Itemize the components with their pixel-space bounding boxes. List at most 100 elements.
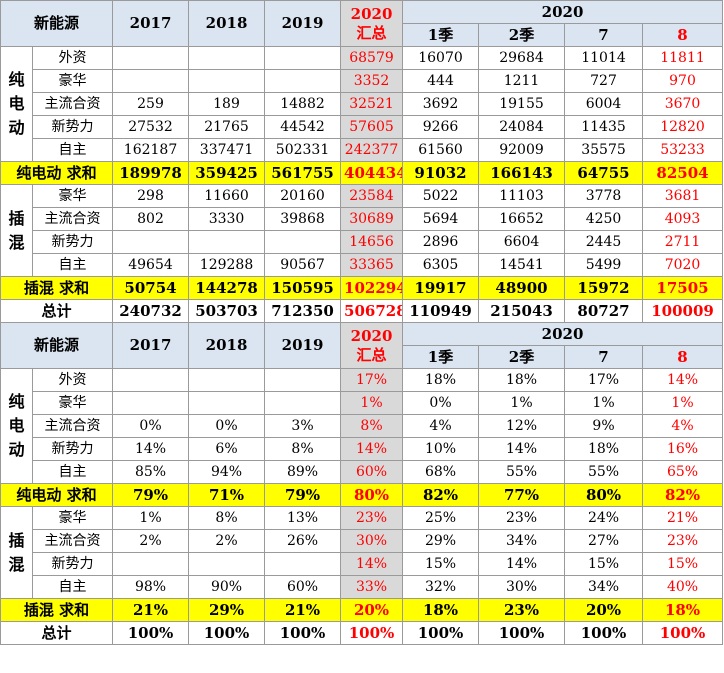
sum-label: 汇总 [356,345,387,364]
sub-col-header: 8 [642,345,724,369]
value-cell: 14541 [478,253,566,277]
value-cell: 20% [564,598,644,622]
value-cell: 68579 [340,46,404,70]
value-cell: 242377 [340,138,404,162]
value-cell: 100% [112,621,190,645]
sub-header-row: 1季 2季 7 8 [1,345,724,369]
value-cell: 21765 [188,115,266,139]
value-cell: 19155 [478,92,566,116]
sub-col-header: 2季 [478,23,566,47]
sub-header-row: 1季 2季 7 8 [1,23,724,47]
value-cell [188,46,266,70]
value-cell: 61560 [402,138,480,162]
row-label: 主流合资 [31,207,114,231]
sum-2020-header: 2020 汇总 [340,322,404,369]
value-cell: 49654 [112,253,190,277]
value-cell: 15% [642,552,724,576]
value-cell: 50754 [112,276,190,300]
row-label: 新势力 [31,115,114,139]
table-row: 主流合资 2% 2% 26% 30% 29% 34% 27% 23% [1,529,724,553]
year-header: 2019 [264,0,342,47]
value-cell: 102294 [340,276,404,300]
value-cell: 337471 [188,138,266,162]
value-cell: 60% [340,460,404,484]
row-label: 自主 [31,138,114,162]
value-cell: 100% [340,621,404,645]
value-cell: 27% [564,529,644,553]
value-cell: 8% [264,437,342,461]
value-cell [264,552,342,576]
value-cell: 13% [264,506,342,530]
table-row: 豪华 3352 444 1211 727 970 [1,69,724,93]
group-label: 纯 电 动 [0,368,33,484]
row-label: 总计 [0,299,114,323]
value-cell: 23% [478,506,566,530]
value-cell [112,46,190,70]
value-cell: 15% [402,552,480,576]
value-cell: 6305 [402,253,480,277]
value-cell: 150595 [264,276,342,300]
group-2020-header: 2020 [402,0,724,24]
sub-col-header: 2季 [478,345,566,369]
year-header: 2018 [188,322,266,369]
value-cell: 14% [642,368,724,392]
value-cell: 144278 [188,276,266,300]
value-cell: 503703 [188,299,266,323]
value-cell: 64755 [564,161,644,185]
value-cell: 12% [478,414,566,438]
value-cell: 80% [564,483,644,507]
value-cell: 26% [264,529,342,553]
year-header: 2017 [112,322,190,369]
value-cell: 12820 [642,115,724,139]
value-cell: 24084 [478,115,566,139]
row-label: 豪华 [31,506,114,530]
row-label: 主流合资 [31,92,114,116]
header-row: 新能源 2017 2018 2019 2020 汇总 2020 [0,322,724,369]
value-cell: 79% [264,483,342,507]
value-cell: 100% [564,621,644,645]
value-cell: 23584 [340,184,404,208]
value-cell: 82% [402,483,480,507]
value-cell: 100% [642,621,724,645]
value-cell: 20160 [264,184,342,208]
value-cell: 6004 [564,92,644,116]
value-cell: 68% [402,460,480,484]
value-cell: 16652 [478,207,566,231]
value-cell: 712350 [264,299,342,323]
year-header: 2019 [264,322,342,369]
table-row: 插 混豪华 298 11660 20160 23584 5022 11103 3778 3681 [0,184,724,277]
row-label: 主流合资 [31,414,114,438]
table-row: 主流合资 802 3330 39868 30689 5694 16652 4250 4093 [1,207,724,231]
value-cell: 189 [188,92,266,116]
value-cell: 33365 [340,253,404,277]
value-cell: 802 [112,207,190,231]
value-cell: 100% [478,621,566,645]
value-cell: 77% [478,483,566,507]
value-cell: 2% [188,529,266,553]
value-cell: 23% [478,598,566,622]
header-row: 新能源 2017 2018 2019 2020 汇总 2020 [0,0,724,47]
value-cell: 21% [264,598,342,622]
value-cell: 18% [402,598,480,622]
value-cell: 27532 [112,115,190,139]
value-cell: 1% [478,391,566,415]
value-cell: 9% [564,414,644,438]
table-row: 自主 85% 94% 89% 60% 68% 55% 55% 65% [1,460,724,484]
row-label: 新势力 [31,230,114,254]
value-cell: 4250 [564,207,644,231]
sub-col-header: 7 [564,23,644,47]
nev-sales-table: 新能源 2017 2018 2019 2020 汇总 2020 1季 2季 7 8 纯 电 动外资 68… [0,0,724,645]
value-cell: 0% [402,391,480,415]
value-cell: 14% [478,552,566,576]
value-cell: 14% [340,437,404,461]
value-cell: 80727 [564,299,644,323]
value-cell: 6604 [478,230,566,254]
sum-year-label: 2020 [350,4,393,23]
value-cell: 8% [188,506,266,530]
row-label: 总计 [0,621,114,645]
value-cell: 30689 [340,207,404,231]
value-cell [264,230,342,254]
value-cell: 91032 [402,161,480,185]
value-cell: 48900 [478,276,566,300]
value-cell: 166143 [478,161,566,185]
